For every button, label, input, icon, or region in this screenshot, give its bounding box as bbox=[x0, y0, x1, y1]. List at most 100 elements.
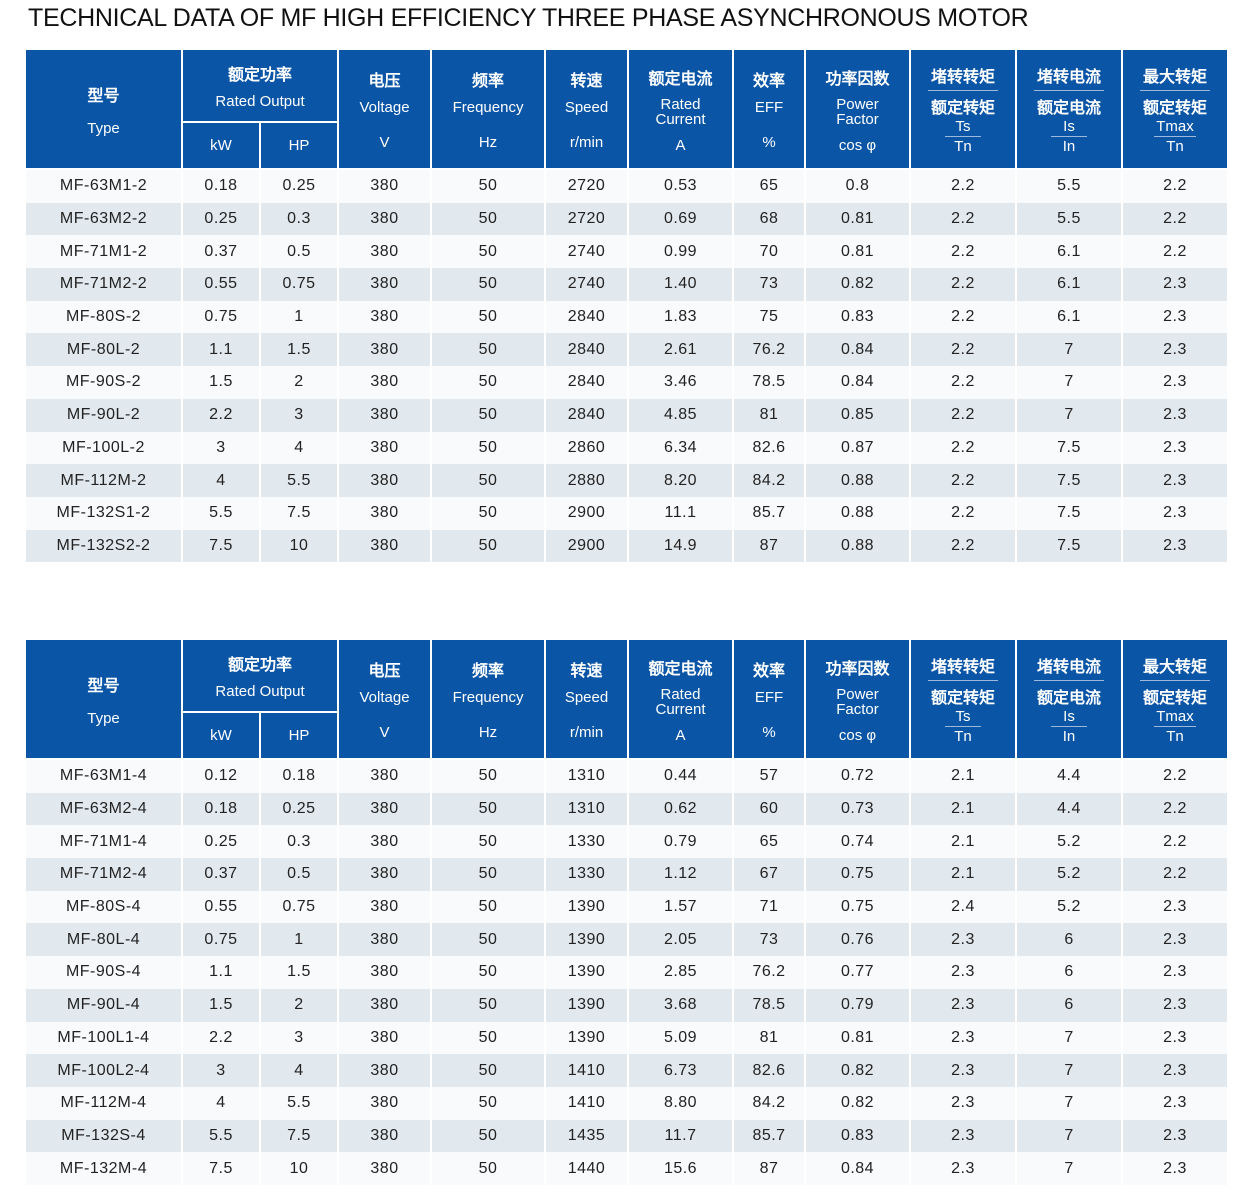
table-cell: 2.2 bbox=[910, 169, 1018, 203]
table-row: MF-80L-4 0.75 1 380 50 1390 2.05 73 0.76 2.3 6 2.3 bbox=[26, 923, 1228, 957]
header-label: 频率 bbox=[472, 663, 505, 680]
table-cell: 73 bbox=[733, 268, 807, 301]
table-cell: 1390 bbox=[545, 956, 630, 989]
table-body: MF-63M1-4 0.12 0.18 380 50 1310 0.44 57 0.72 2.1 4… bbox=[26, 759, 1228, 1185]
header-unit: V bbox=[379, 134, 390, 151]
table-cell: 82.6 bbox=[733, 431, 807, 465]
table-cell: 380 bbox=[338, 1021, 433, 1055]
table-cell: 0.87 bbox=[805, 431, 912, 465]
table-cell: MF-100L-2 bbox=[26, 431, 183, 465]
table-cell: 0.18 bbox=[182, 792, 261, 826]
page-title: TECHNICAL DATA OF MF HIGH EFFICIENCY THR… bbox=[28, 4, 1029, 32]
table-cell: 2.2 bbox=[910, 464, 1018, 497]
header-label: 堵转转矩 bbox=[931, 68, 996, 86]
header-label: 堵转电流 bbox=[1037, 658, 1102, 676]
header-label: 堵转电流 bbox=[1037, 68, 1102, 86]
header-label: Rated bbox=[660, 95, 701, 113]
header-rated-output: 额定功率 Rated Output bbox=[180, 640, 340, 713]
table-cell: 50 bbox=[431, 300, 547, 334]
table-cell: 50 bbox=[431, 923, 547, 957]
table-cell: 0.37 bbox=[182, 235, 261, 269]
table-cell: 50 bbox=[431, 1054, 547, 1087]
table-cell: 2.3 bbox=[910, 923, 1018, 957]
table-cell: 7.5 bbox=[260, 496, 340, 530]
table-cell: 7.5 bbox=[182, 529, 261, 563]
table-cell: 380 bbox=[338, 529, 433, 563]
table-cell: 11.7 bbox=[628, 1119, 735, 1153]
table-cell: 0.84 bbox=[805, 366, 912, 399]
header-unit: Hz bbox=[478, 724, 498, 741]
table-row: MF-71M2-2 0.55 0.75 380 50 2740 1.40 73 0.82 2.2 6… bbox=[26, 268, 1228, 301]
table-cell: 85.7 bbox=[733, 496, 807, 530]
header-label: EFF bbox=[754, 99, 784, 116]
table-cell: 3 bbox=[182, 431, 261, 465]
header-unit: kW bbox=[210, 137, 232, 154]
table-cell: 57 bbox=[733, 759, 807, 793]
table-cell: 2.05 bbox=[628, 923, 735, 957]
table-cell: 70 bbox=[733, 235, 807, 269]
table-cell: 0.18 bbox=[260, 759, 340, 793]
header-label: 堵转转矩 bbox=[931, 658, 996, 676]
header-unit: Tn bbox=[954, 137, 972, 155]
header-label: EFF bbox=[754, 689, 784, 706]
table-cell: 84.2 bbox=[733, 464, 807, 497]
table-cell: 1330 bbox=[545, 825, 630, 859]
table-cell: MF-63M1-2 bbox=[26, 169, 183, 203]
table-cell: 84.2 bbox=[733, 1086, 807, 1120]
table-cell: 2900 bbox=[545, 496, 630, 530]
table-cell: 0.55 bbox=[182, 890, 261, 924]
table-cell: 50 bbox=[431, 169, 547, 203]
table-cell: 2.2 bbox=[182, 398, 261, 432]
header-label: Current bbox=[655, 700, 706, 718]
table-cell: 0.75 bbox=[805, 890, 912, 924]
table-cell: 0.82 bbox=[805, 1086, 912, 1120]
table-cell: 1.5 bbox=[182, 988, 261, 1022]
table-cell: 2.3 bbox=[910, 1119, 1018, 1153]
header-unit: Is bbox=[1063, 707, 1075, 725]
table-cell: 2.3 bbox=[910, 1021, 1018, 1055]
table-cell: 2.4 bbox=[910, 890, 1018, 924]
table-cell: 5.5 bbox=[260, 464, 340, 497]
table-cell: 6.1 bbox=[1016, 300, 1124, 334]
table-row: MF-132S-4 5.5 7.5 380 50 1435 11.7 85.7 0.83 2.3 7… bbox=[26, 1119, 1228, 1153]
table-cell: 50 bbox=[431, 464, 547, 497]
header-unit: Tn bbox=[954, 727, 972, 745]
table-cell: 0.62 bbox=[628, 792, 735, 826]
table-cell: 5.2 bbox=[1016, 825, 1124, 859]
table-cell: 380 bbox=[338, 496, 433, 530]
table-row: MF-90S-2 1.5 2 380 50 2840 3.46 78.5 0.84 2.2 7 2.3 bbox=[26, 366, 1228, 399]
table-cell: 6 bbox=[1016, 956, 1124, 989]
header-label: Voltage bbox=[359, 99, 410, 116]
table-cell: 3 bbox=[260, 398, 340, 432]
header-unit: Tn bbox=[1166, 727, 1184, 745]
header-label: Rated bbox=[660, 685, 701, 703]
header-unit: cos φ bbox=[838, 726, 877, 744]
table-cell: 50 bbox=[431, 890, 547, 924]
header-label: Rated Output bbox=[215, 683, 305, 700]
header-label: 额定电流 bbox=[648, 70, 713, 88]
table-cell: 1.57 bbox=[628, 890, 735, 924]
table-cell: 2900 bbox=[545, 529, 630, 563]
table-cell: 0.5 bbox=[260, 235, 340, 269]
header-label: 额定电流 bbox=[1037, 689, 1102, 707]
table-cell: 78.5 bbox=[733, 988, 807, 1022]
table-cell: 0.69 bbox=[628, 202, 735, 236]
header-label: Current bbox=[655, 110, 706, 128]
table-row: MF-63M1-2 0.18 0.25 380 50 2720 0.53 65 0.8 2.2 5.… bbox=[26, 169, 1228, 203]
table-cell: 0.81 bbox=[805, 1021, 912, 1055]
header-label: 频率 bbox=[472, 73, 505, 90]
table-cell: 380 bbox=[338, 1054, 433, 1087]
table-cell: 68 bbox=[733, 202, 807, 236]
table-cell: 4 bbox=[182, 1086, 261, 1120]
header-unit: HP bbox=[288, 727, 310, 744]
table-cell: 0.81 bbox=[805, 202, 912, 236]
table-cell: 73 bbox=[733, 923, 807, 957]
table-cell: 7 bbox=[1016, 1021, 1124, 1055]
table-cell: 0.3 bbox=[260, 202, 340, 236]
table-cell: 2.61 bbox=[628, 333, 735, 367]
table-cell: 2.2 bbox=[910, 398, 1018, 432]
table-cell: 2.3 bbox=[1122, 890, 1228, 924]
table-cell: 1.1 bbox=[182, 333, 261, 367]
header-label: 最大转矩 bbox=[1143, 658, 1208, 676]
table-cell: 5.5 bbox=[1016, 169, 1124, 203]
